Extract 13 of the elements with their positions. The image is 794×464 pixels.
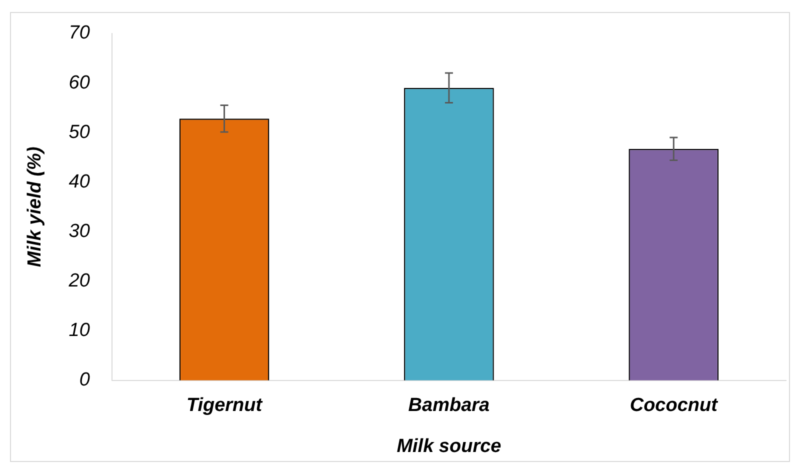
y-tick-label: 0 (79, 370, 90, 391)
y-tick-label: 20 (68, 270, 90, 292)
x-tick-label: Tigernut (186, 395, 263, 416)
y-tick-label: 10 (68, 320, 90, 342)
y-tick-label: 50 (68, 122, 90, 143)
x-tick-label: Bambara (408, 395, 490, 416)
y-tick-label: 40 (68, 171, 90, 192)
x-axis-title: Milk source (396, 436, 502, 457)
y-tick-label: 30 (68, 220, 90, 242)
y-tick-label: 70 (68, 22, 90, 44)
y-axis-title: Milk yield (%) (24, 146, 46, 268)
x-tick-label: Cococnut (630, 395, 718, 416)
y-tick-label: 60 (68, 72, 90, 94)
